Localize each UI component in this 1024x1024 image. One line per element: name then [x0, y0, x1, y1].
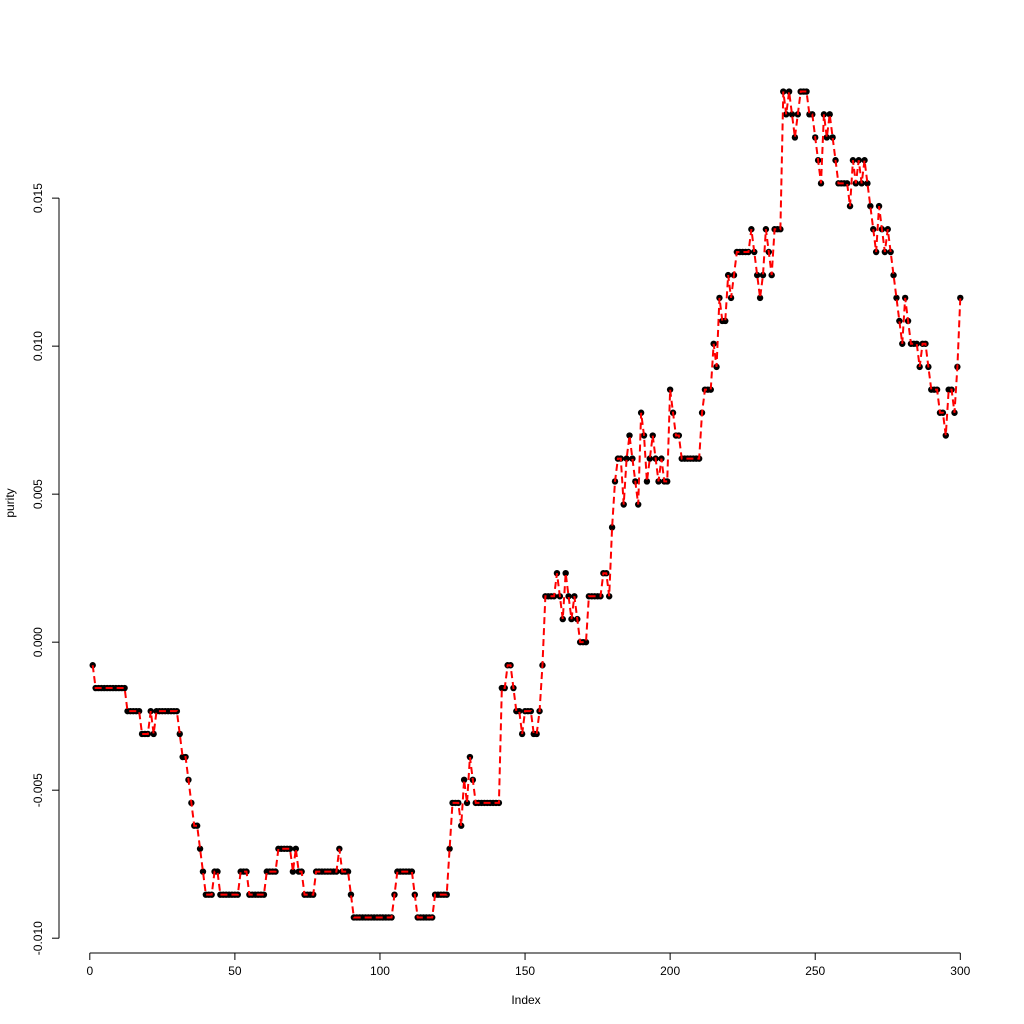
data-point [707, 386, 714, 393]
data-point [803, 88, 810, 95]
data-point [864, 180, 871, 187]
data-point [559, 615, 566, 623]
data-point [347, 891, 355, 898]
data-point [753, 271, 761, 279]
data-point [826, 111, 833, 118]
data-point [791, 134, 799, 141]
data-point [942, 432, 949, 439]
data-point [150, 730, 157, 738]
data-point [957, 294, 964, 302]
data-point [870, 226, 877, 233]
data-point [289, 868, 297, 875]
data-point [135, 707, 143, 715]
data-point [516, 707, 523, 715]
data-point [785, 88, 793, 95]
data-point [446, 845, 453, 852]
x-tick-label: 300 [950, 964, 970, 978]
y-tick-label: -0.010 [31, 921, 45, 955]
data-point [867, 202, 874, 210]
y-tick-label: 0.005 [31, 479, 45, 509]
data-point [193, 822, 201, 829]
data-point [533, 730, 540, 738]
data-point [196, 845, 204, 852]
data-point [829, 134, 836, 141]
data-point [626, 432, 633, 439]
data-point [861, 157, 868, 164]
data-point [913, 340, 920, 347]
y-axis-label: purity [3, 488, 17, 517]
data-point [893, 294, 900, 302]
data-point [460, 776, 468, 784]
data-point [643, 478, 651, 485]
x-axis-label: Index [511, 993, 540, 1007]
data-point [756, 294, 764, 302]
y-tick-label: -0.005 [31, 773, 45, 807]
y-tick-label: 0.010 [31, 331, 45, 361]
data-point [608, 524, 616, 531]
data-point [408, 868, 416, 875]
data-point [649, 432, 656, 439]
data-point [788, 111, 796, 118]
data-point [843, 180, 851, 187]
data-point [646, 455, 654, 462]
data-point [121, 684, 128, 692]
data-point [463, 799, 471, 807]
x-tick-label: 250 [805, 964, 825, 978]
data-point [623, 455, 630, 462]
data-point [896, 317, 903, 325]
data-point [890, 271, 897, 279]
data-point [759, 271, 767, 279]
data-point [292, 845, 300, 852]
x-tick-label: 150 [515, 964, 535, 978]
data-point [286, 845, 294, 852]
y-tick-label: 0.015 [31, 183, 45, 213]
data-point [664, 478, 671, 485]
data-point [562, 569, 569, 577]
data-point [823, 134, 831, 141]
data-point [565, 593, 572, 600]
data-point [260, 891, 268, 898]
data-point [176, 730, 183, 738]
y-tick-label: 0.000 [31, 627, 45, 657]
data-line [91, 90, 962, 919]
x-tick-label: 100 [370, 964, 390, 978]
data-point [199, 868, 207, 875]
data-point [629, 455, 636, 462]
x-tick-label: 200 [660, 964, 680, 978]
data-point [214, 868, 221, 875]
data-point [582, 638, 590, 646]
data-point [666, 386, 674, 393]
x-tick-label: 50 [228, 964, 242, 978]
data-point [887, 248, 894, 256]
data-point [344, 868, 352, 875]
x-tick-label: 0 [86, 964, 93, 978]
data-point [722, 317, 729, 325]
